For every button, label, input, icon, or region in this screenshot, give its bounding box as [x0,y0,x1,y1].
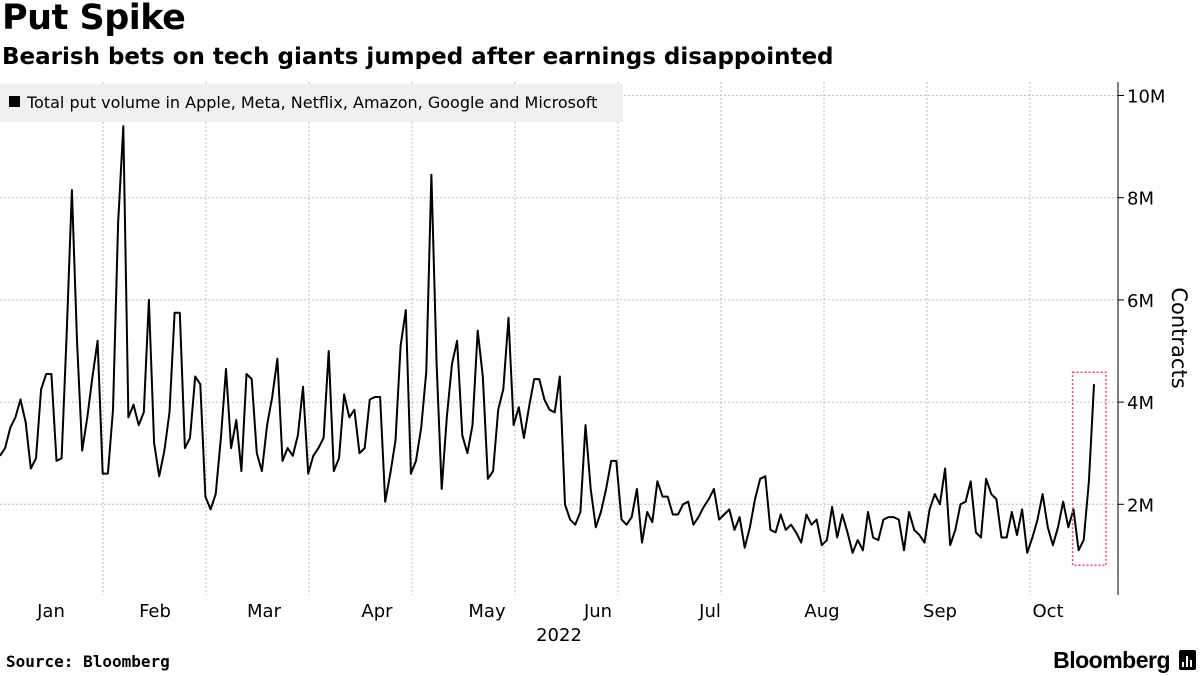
legend-label: Total put volume in Apple, Meta, Netflix… [26,93,597,112]
series-line-total-put-volume [0,125,1095,554]
legend-box [0,84,623,122]
y-tick-label: 2M [1127,495,1154,516]
y-tick-label: 10M [1127,87,1165,108]
x-axis-year-label: 2022 [536,625,582,646]
x-tick-label: Jul [698,601,721,622]
y-tick-label: 4M [1127,393,1154,414]
y-axis-title: Contracts [1167,287,1191,388]
x-tick-label: Aug [804,601,839,622]
x-tick-label: Mar [247,601,282,622]
source-note: Source: Bloomberg [6,652,170,671]
highlight-box [1071,371,1107,567]
x-tick-label: Jan [36,601,65,622]
x-tick-label: Jun [583,601,612,622]
bloomberg-logo: Bloomberg [1053,647,1170,673]
x-tick-label: Feb [139,601,171,622]
x-tick-label: Apr [361,601,393,622]
bloomberg-chart-icon [1179,650,1196,670]
y-tick-label: 6M [1127,291,1154,312]
x-tick-label: May [468,601,506,622]
y-tick-label: 8M [1127,189,1154,210]
x-tick-label: Sep [923,601,957,622]
chart-title: Put Spike [2,0,186,38]
legend-swatch [9,96,20,107]
x-tick-label: Oct [1032,601,1063,622]
chart-subtitle: Bearish bets on tech giants jumped after… [2,44,834,70]
